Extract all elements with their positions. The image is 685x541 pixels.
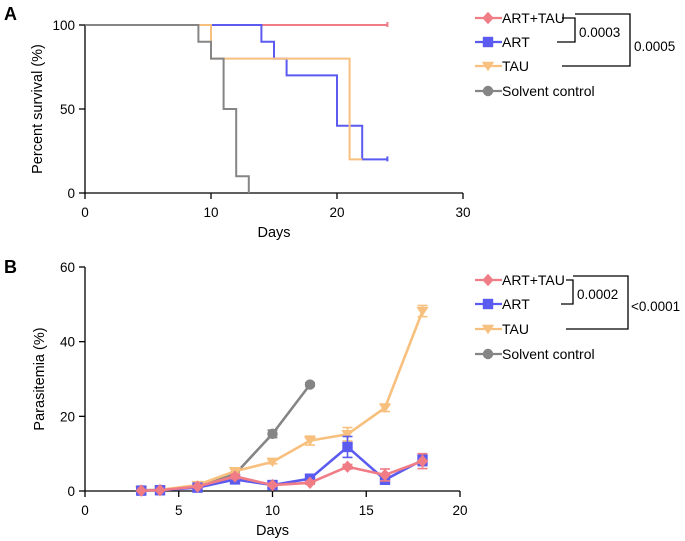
legend-item-tau: TAU	[475, 321, 529, 337]
y-axis-title: Percent survival (%)	[30, 44, 46, 174]
point-art-tau	[341, 460, 354, 473]
point-art-tau	[379, 468, 391, 482]
panel-letter: B	[4, 257, 17, 277]
legend-marker	[481, 61, 495, 72]
legend-item-art-tau: ART+TAU	[475, 272, 565, 288]
legend-marker	[482, 36, 494, 48]
p-value-label: <0.0001	[631, 299, 680, 314]
y-tick-label: 0	[67, 186, 75, 201]
y-tick-label: 100	[52, 18, 75, 33]
comparison-bracket-1: 0.0002	[561, 279, 618, 305]
legend-marker	[482, 273, 494, 287]
x-tick-label: 0	[81, 503, 89, 518]
y-axis-title: Parasitemia (%)	[32, 327, 48, 430]
x-tick-label: 5	[175, 503, 183, 518]
x-tick-label: 20	[452, 503, 467, 518]
panel-a: A 0 10 20 30 0 50 100 Days Percent survival (%) AR…	[4, 4, 675, 241]
bracket-line	[566, 275, 629, 330]
survival-step-line-tau	[85, 24, 363, 161]
y-tick-label: 0	[67, 484, 75, 499]
bracket-line	[562, 13, 631, 67]
x-tick-label: 30	[455, 205, 470, 220]
p-value-label: 0.0002	[577, 287, 618, 302]
survival-step-line-solvent-control	[85, 24, 250, 193]
survival-step-line-art	[85, 24, 388, 161]
point-art-tau	[154, 484, 166, 497]
point-art-tau	[229, 470, 241, 483]
legend-label: Solvent control	[502, 346, 595, 362]
legend-label: ART	[502, 34, 530, 50]
comparison-bracket-2: <0.0001	[566, 275, 680, 330]
comparison-bracket-2: 0.0005	[562, 13, 675, 67]
legend-label: TAU	[502, 58, 529, 74]
legend-label: TAU	[502, 321, 529, 337]
point-tau	[341, 430, 354, 440]
bracket-line	[557, 17, 576, 43]
series-tau	[85, 24, 363, 161]
y-tick-label: 40	[60, 335, 75, 350]
p-value-label: 0.0005	[634, 39, 675, 54]
point-art-tau	[416, 454, 429, 468]
legend-label: ART+TAU	[502, 10, 565, 26]
point-tau	[266, 457, 279, 468]
y-tick-label: 20	[60, 409, 75, 424]
series-art	[85, 24, 389, 162]
series-solvent-control	[85, 24, 250, 193]
x-tick-label: 10	[265, 503, 280, 518]
point-solvent-control	[304, 379, 316, 390]
x-axis-title: Days	[257, 225, 290, 241]
legend-label: ART	[502, 296, 530, 312]
legend-marker	[482, 298, 494, 310]
point-art-tau	[191, 480, 204, 493]
legend-item-solvent-control: Solvent control	[475, 83, 595, 99]
legend-label: ART+TAU	[502, 272, 565, 288]
point-art-tau	[304, 476, 316, 489]
p-value-label: 0.0003	[579, 25, 620, 40]
legend-item-solvent-control: Solvent control	[475, 346, 595, 362]
point-art-tau	[266, 478, 279, 492]
point-tau	[303, 436, 317, 446]
legend-item-tau: TAU	[475, 58, 529, 74]
x-tick-label: 15	[359, 503, 374, 518]
legend-item-art: ART	[475, 296, 530, 312]
x-tick-label: 10	[203, 205, 218, 220]
point-tau	[378, 403, 392, 413]
y-tick-label: 50	[60, 102, 75, 117]
legend-item-art-tau: ART+TAU	[475, 10, 565, 26]
point-solvent-control	[267, 428, 278, 440]
legend-label: Solvent control	[502, 83, 595, 99]
point-tau	[416, 306, 429, 317]
panel-b: B 0 5 10 15 20 0 20 40 60 Days Parasitemia (%) ART+T…	[4, 257, 680, 539]
series-tau	[135, 304, 429, 496]
legend-marker	[482, 11, 494, 25]
panel-letter: A	[4, 4, 17, 24]
point-art	[342, 441, 353, 453]
x-axis-title: Days	[256, 523, 289, 539]
legend-marker	[482, 348, 494, 360]
legend-item-art: ART	[475, 34, 530, 50]
x-tick-label: 0	[81, 205, 89, 220]
point-art-tau	[135, 484, 147, 497]
bracket-line	[561, 279, 574, 305]
legend-marker	[482, 85, 494, 97]
comparison-bracket-1: 0.0003	[557, 17, 620, 43]
line-tau	[141, 310, 424, 492]
legend-marker	[481, 324, 495, 335]
x-tick-label: 20	[329, 205, 344, 220]
series-art-tau	[135, 452, 429, 497]
y-tick-label: 60	[60, 260, 75, 275]
